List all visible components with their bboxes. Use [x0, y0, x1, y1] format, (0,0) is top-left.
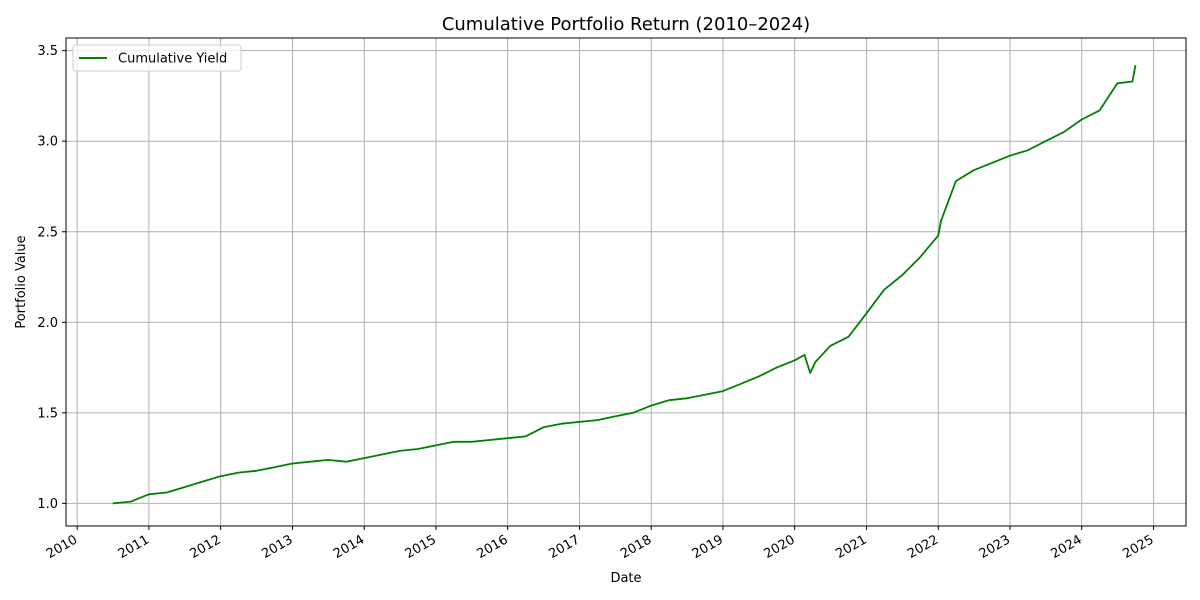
y-axis: 1.0 1.5 2.0 2.5 3.0 3.5 [37, 44, 66, 512]
grid [66, 38, 1186, 526]
y-tick-label: 3.0 [37, 135, 58, 150]
x-tick-label: 2015 [403, 532, 439, 562]
legend-box [72, 44, 242, 72]
x-axis-label: Date [610, 571, 641, 586]
x-tick-label: 2019 [690, 532, 726, 562]
x-tick-label: 2013 [259, 532, 295, 562]
x-tick-label: 2010 [44, 532, 80, 562]
series-line-cumulative-yield [112, 65, 1137, 505]
chart-title: Cumulative Portfolio Return (2010–2024) [442, 14, 810, 35]
x-tick-label: 2022 [905, 532, 941, 562]
x-tick-label: 2011 [116, 532, 152, 562]
x-tick-label: 2012 [187, 532, 223, 562]
y-tick-label: 1.5 [37, 406, 58, 421]
x-tick-label: 2016 [474, 532, 510, 562]
x-tick-label: 2014 [331, 532, 367, 562]
x-tick-label: 2020 [761, 532, 797, 562]
y-tick-label: 2.0 [37, 316, 58, 331]
x-tick-label: 2021 [833, 532, 869, 562]
x-tick-label: 2025 [1120, 532, 1156, 562]
legend: Cumulative Yield [72, 44, 242, 72]
x-tick-label: 2018 [618, 532, 654, 562]
x-tick-label: 2017 [546, 532, 582, 562]
y-tick-label: 1.0 [37, 497, 58, 512]
y-axis-label: Portfolio Value [14, 235, 29, 328]
y-tick-label: 3.5 [37, 44, 58, 59]
y-tick-label: 2.5 [37, 225, 58, 240]
plot-frame [65, 37, 1187, 527]
x-tick-label: 2023 [977, 532, 1013, 562]
legend-entry-cumulative-yield: Cumulative Yield [118, 52, 227, 67]
series-layer [112, 65, 1137, 505]
x-tick-label: 2024 [1049, 532, 1085, 562]
x-axis: 2010 2011 2012 2013 2014 2015 2016 2017 2018 2019… [44, 526, 1157, 562]
